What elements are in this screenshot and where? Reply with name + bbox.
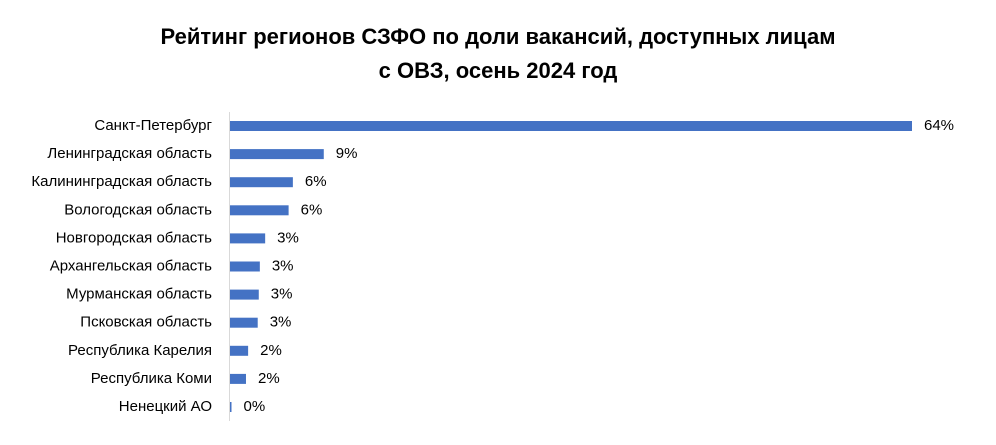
category-label: Республика Коми [91, 370, 212, 387]
category-label: Псковская область [80, 314, 212, 331]
bar [230, 233, 266, 244]
bar [230, 205, 289, 216]
bar [230, 121, 912, 131]
value-label: 3% [272, 257, 294, 274]
bar [230, 317, 258, 328]
value-label: 64% [924, 117, 954, 134]
value-label: 2% [258, 370, 280, 387]
category-label: Вологодская область [64, 201, 212, 218]
category-label: Калининградская область [31, 173, 212, 190]
category-label: Новгородская область [56, 229, 212, 246]
category-label: Санкт-Петербург [94, 117, 212, 134]
value-label: 3% [277, 229, 299, 246]
value-label: 6% [305, 173, 327, 190]
value-label: 0% [244, 398, 266, 415]
bar [230, 345, 249, 356]
value-label: 9% [336, 145, 358, 162]
bar [230, 261, 260, 272]
chart-title: Рейтинг регионов СЗФО по доли вакансий, … [161, 24, 836, 49]
bar [230, 149, 324, 160]
category-label: Архангельская область [50, 257, 212, 274]
bar [230, 373, 246, 384]
value-label: 6% [301, 201, 323, 218]
category-label: Ненецкий АО [119, 398, 212, 415]
category-label: Ленинградская область [47, 145, 212, 162]
category-label: Республика Карелия [68, 342, 212, 359]
bar [230, 402, 232, 412]
value-label: 3% [270, 314, 292, 331]
value-label: 3% [271, 286, 293, 303]
bar [230, 177, 293, 188]
chart-title: с ОВЗ, осень 2024 год [379, 58, 618, 83]
bar [230, 289, 259, 300]
category-label: Мурманская область [66, 286, 212, 303]
value-label: 2% [260, 342, 282, 359]
